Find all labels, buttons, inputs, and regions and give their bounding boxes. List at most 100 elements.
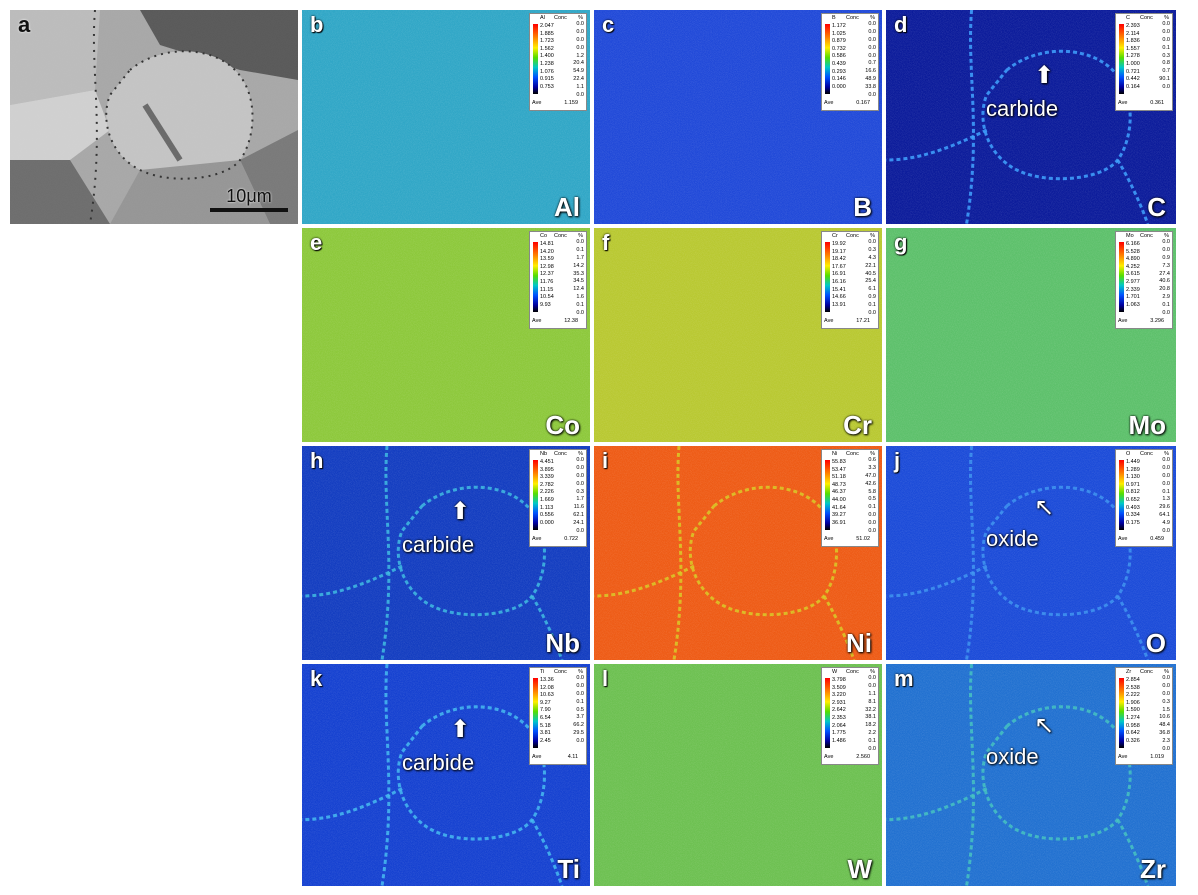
element-symbol: Ni	[846, 628, 872, 658]
element-symbol: Zr	[1140, 854, 1166, 884]
legend-value: 6.54	[540, 714, 551, 721]
legend-value: 1.701	[1126, 294, 1140, 301]
legend-value: 0.732	[832, 45, 846, 52]
legend-ave-label: Ave	[824, 318, 834, 324]
legend-percent: 0.7	[868, 60, 876, 67]
legend-ave-value: 51.02	[856, 536, 870, 542]
legend-value: 14.81	[540, 241, 554, 247]
legend-conc-label: Conc	[1140, 669, 1153, 675]
legend-value: 41.64	[832, 504, 846, 511]
panel-letter: k	[310, 666, 323, 691]
color-scale-legend: O Conc% 1.449 1.289 1.130 0.971 0.812 0.652 0.49…	[1115, 449, 1173, 547]
arrow-icon: ↖	[1034, 494, 1055, 521]
legend-percent: 0.0	[1162, 464, 1170, 471]
legend-percent: 1.3	[1162, 496, 1170, 503]
legend-value: 2.931	[832, 699, 846, 706]
legend-value: 0.753	[540, 83, 554, 90]
legend-percents: 0.0 0.0 0.0 0.0 0.0 0.7 16.6 48.9 33.8 0.0	[862, 21, 876, 97]
legend-percent: 0.0	[1162, 472, 1170, 479]
panel-letter: b	[310, 12, 324, 37]
element-concentration-map	[886, 10, 1176, 224]
legend-percent: 0.1	[576, 302, 584, 309]
legend-average: Ave 51.02	[824, 536, 876, 544]
legend-percent: 0.0	[868, 52, 876, 59]
legend-value: 15.41	[832, 286, 846, 293]
legend-value: 3.895	[540, 466, 554, 473]
legend-percent: 35.3	[573, 270, 584, 277]
element-symbol: B	[853, 192, 872, 222]
legend-color-ramp	[1119, 460, 1124, 530]
legend-value: 0.293	[832, 68, 846, 75]
legend-conc-label: Conc	[846, 233, 859, 239]
color-scale-legend: Co Conc% 14.81 14.20 13.59 12.98 12.37 11.76 11.…	[529, 231, 587, 329]
legend-value: 1.113	[540, 504, 554, 511]
color-scale-legend: Al Conc% 2.047 1.885 1.723 1.562 1.400 1.238 1.0…	[529, 13, 587, 111]
panel-letter: l	[602, 666, 609, 691]
element-concentration-map	[302, 446, 590, 660]
legend-percent: 27.4	[1159, 270, 1170, 277]
legend-header: Ti Conc%	[532, 669, 584, 676]
legend-percent: 0.0	[576, 472, 584, 479]
legend-symbol: C	[1126, 15, 1130, 21]
legend-value: 51.18	[832, 474, 846, 481]
element-symbol: Ti	[557, 854, 580, 884]
legend-value: 2.45	[540, 737, 551, 744]
legend-symbol: Nb	[540, 451, 548, 457]
legend-header: O Conc%	[1118, 451, 1170, 458]
legend-value: 2.642	[832, 707, 846, 714]
panel-letter: h	[310, 448, 324, 473]
legend-values: 14.81 14.20 13.59 12.98 12.37 11.76 11.15 10.54…	[540, 241, 562, 314]
legend-percent: 0.0	[576, 675, 584, 681]
legend-symbol: Al	[540, 15, 545, 21]
legend-pct-label: %	[578, 233, 583, 239]
legend-value: 1.278	[1126, 53, 1140, 60]
legend-average: Ave 12.38	[532, 318, 584, 326]
scale-bar-line	[210, 208, 288, 212]
legend-values: 55.83 53.47 51.18 48.73 46.37 44.00 41.64 39.27…	[832, 459, 854, 532]
legend-ave-label: Ave	[824, 100, 834, 106]
legend-value: 0.326	[1126, 737, 1140, 744]
legend-percent: 2.2	[868, 730, 876, 737]
legend-percent: 0.0	[1162, 84, 1170, 91]
legend-value: 12.98	[540, 263, 554, 270]
legend-conc-label: Conc	[846, 451, 859, 457]
legend-percent: 90.1	[1159, 76, 1170, 83]
annotation-label: carbide	[402, 532, 475, 557]
legend-header: Cr Conc%	[824, 233, 876, 240]
legend-header: Ni Conc%	[824, 451, 876, 458]
legend-value: 1.076	[540, 68, 554, 75]
legend-ave-value: 2.560	[856, 754, 870, 760]
annotation-label: carbide	[402, 750, 475, 775]
legend-percent: 0.0	[868, 512, 876, 519]
legend-symbol: Zr	[1126, 669, 1132, 675]
legend-value: 0.642	[1126, 730, 1140, 737]
legend-value: 0.000	[540, 519, 554, 526]
legend-percent: 0.0	[1162, 675, 1170, 681]
legend-values: 2.393 2.114 1.836 1.557 1.278 1.000 0.721 0.442…	[1126, 23, 1148, 96]
legend-value: 3.615	[1126, 271, 1140, 278]
legend-value: 2.226	[540, 489, 554, 496]
legend-percent: 1.1	[576, 84, 584, 91]
legend-value: 13.59	[540, 256, 554, 263]
legend-percent: 0.0	[868, 520, 876, 527]
legend-symbol: Co	[540, 233, 548, 239]
legend-value: 0.146	[832, 76, 846, 83]
legend-percent: 34.5	[573, 278, 584, 285]
legend-average: Ave 0.459	[1118, 536, 1170, 544]
legend-percent: 0.0	[868, 528, 876, 535]
legend-values: 2.854 2.538 2.222 1.906 1.590 1.274 0.958 0.642…	[1126, 677, 1148, 750]
legend-percent: 33.8	[865, 84, 876, 91]
panel-letter: i	[602, 448, 609, 473]
legend-value: 0.958	[1126, 722, 1140, 729]
legend-percent: 0.0	[868, 675, 876, 681]
panel-f-cr-map: f Cr Cr Conc% 19.92 19.17 18.42 17.67 16.91 16.16…	[594, 228, 882, 442]
legend-percent: 6.1	[868, 286, 876, 293]
legend-value: 1.274	[1126, 714, 1140, 721]
legend-header: C Conc%	[1118, 15, 1170, 22]
legend-value: 55.83	[832, 459, 846, 465]
color-scale-legend: Nb Conc% 4.451 3.895 3.339 2.782 2.226 1.669 1.1…	[529, 449, 587, 547]
element-symbol: Co	[545, 410, 580, 440]
legend-value: 2.353	[832, 714, 846, 721]
legend-conc-label: Conc	[1140, 233, 1153, 239]
